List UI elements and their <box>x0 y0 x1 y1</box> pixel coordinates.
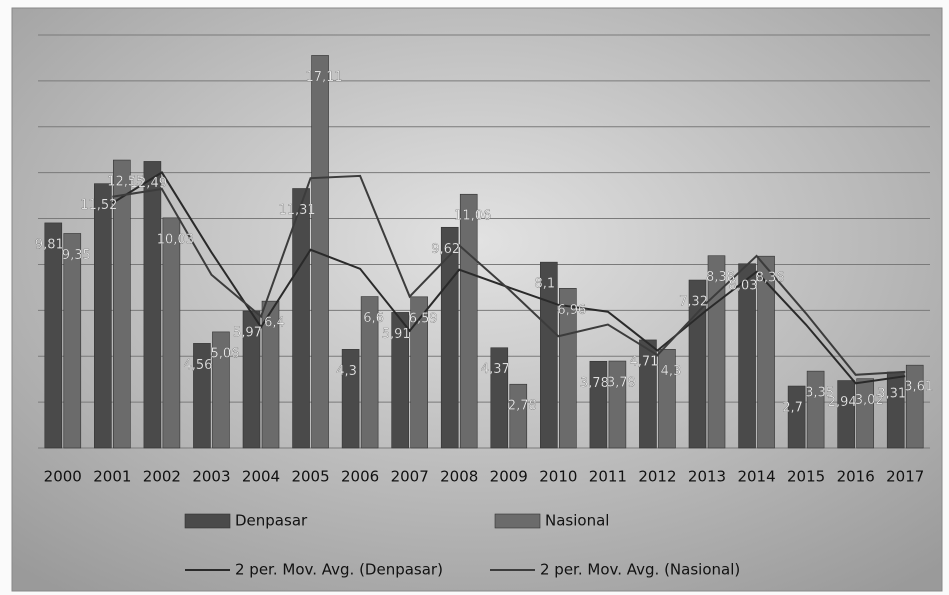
moving-average-line <box>112 174 906 376</box>
x-tick-label: 2015 <box>787 468 825 486</box>
bar <box>261 300 280 449</box>
x-tick-label: 2010 <box>539 468 577 486</box>
x-tick-label: 2000 <box>44 468 82 486</box>
x-tick-label: 2013 <box>688 468 726 486</box>
bar <box>162 217 181 449</box>
bar <box>856 378 874 449</box>
data-label: 3,61 <box>904 380 933 395</box>
x-tick-label: 2005 <box>291 468 329 486</box>
data-label: 4,37 <box>481 362 510 377</box>
x-tick-label: 2004 <box>242 468 280 486</box>
data-label: 4,3 <box>336 364 357 379</box>
x-tick-label: 2014 <box>737 468 775 486</box>
legend-label: Denpasar <box>235 512 308 530</box>
data-label: 4,3 <box>661 364 682 379</box>
x-tick-label: 2012 <box>638 468 676 486</box>
data-label: 8,36 <box>756 271 785 286</box>
legend-label: 2 per. Mov. Avg. (Denpasar) <box>235 561 443 579</box>
x-tick-label: 2008 <box>440 468 478 486</box>
bar <box>360 296 379 449</box>
bar <box>212 331 230 449</box>
data-label: 11,52 <box>80 198 117 213</box>
bar <box>341 349 360 449</box>
data-label: 9,81 <box>35 237 64 252</box>
x-tick-label: 2016 <box>837 468 875 486</box>
x-tick-label: 2006 <box>341 468 379 486</box>
bar <box>806 370 825 449</box>
data-label: 7,32 <box>679 295 708 310</box>
bar <box>608 360 627 449</box>
data-label: 3,02 <box>855 393 884 408</box>
data-label: 3,31 <box>877 387 906 402</box>
data-label: 17,11 <box>305 70 342 85</box>
data-label: 3,35 <box>805 386 834 401</box>
data-label: 11,31 <box>278 203 315 218</box>
bar <box>63 233 82 449</box>
data-label: 2,78 <box>508 399 537 414</box>
legend-swatch <box>184 513 231 529</box>
x-tick-label: 2009 <box>490 468 528 486</box>
bar <box>540 261 558 449</box>
bar <box>589 360 608 449</box>
data-label: 5,97 <box>233 326 262 341</box>
data-label: 6,6 <box>363 311 384 326</box>
data-label: 3,79 <box>607 376 636 391</box>
data-label: 6,59 <box>409 311 438 326</box>
legend-label: 2 per. Mov. Avg. (Nasional) <box>540 561 740 579</box>
data-label: 5,91 <box>382 327 411 342</box>
x-tick-label: 2003 <box>192 468 230 486</box>
data-label: 8,38 <box>706 270 735 285</box>
x-tick-label: 2002 <box>143 468 181 486</box>
data-label: 4,56 <box>183 358 212 373</box>
bar <box>905 364 924 449</box>
bar <box>113 159 131 449</box>
bar <box>94 183 112 449</box>
bar <box>490 347 509 449</box>
bar <box>410 296 428 449</box>
data-label: 10,03 <box>157 232 194 247</box>
data-label: 12,49 <box>130 176 167 191</box>
data-label: 11,06 <box>454 209 491 224</box>
bar <box>391 312 409 449</box>
bar <box>707 255 726 449</box>
data-label: 2,7 <box>782 401 803 416</box>
bar <box>757 255 775 449</box>
data-label: 2,94 <box>828 395 857 410</box>
data-label: 6,4 <box>264 316 285 331</box>
x-tick-label: 2017 <box>886 468 924 486</box>
bar <box>459 193 478 449</box>
bar <box>837 380 855 449</box>
bar <box>143 161 162 449</box>
data-label: 6,96 <box>557 303 586 318</box>
x-tick-label: 2011 <box>589 468 627 486</box>
data-label: 8,1 <box>534 277 555 292</box>
bar <box>440 226 459 449</box>
bar <box>639 339 657 449</box>
bar <box>658 349 676 449</box>
data-label: 4,71 <box>629 354 658 369</box>
bar <box>292 188 310 449</box>
data-label: 9,62 <box>431 242 460 257</box>
data-label: 8,03 <box>729 278 758 293</box>
bar <box>193 343 211 449</box>
bar <box>509 383 528 449</box>
bar <box>44 222 63 449</box>
data-label: 3,78 <box>580 376 609 391</box>
bar <box>787 385 806 449</box>
bar <box>559 288 577 449</box>
data-label: 5,06 <box>210 346 239 361</box>
x-tick-label: 2001 <box>93 468 131 486</box>
bar <box>886 371 905 449</box>
bar <box>311 55 329 449</box>
legend-swatch <box>494 513 541 529</box>
data-label: 9,35 <box>62 248 91 263</box>
x-tick-label: 2007 <box>391 468 429 486</box>
data-label: 12,55 <box>107 175 144 190</box>
legend-label: Nasional <box>545 512 609 530</box>
